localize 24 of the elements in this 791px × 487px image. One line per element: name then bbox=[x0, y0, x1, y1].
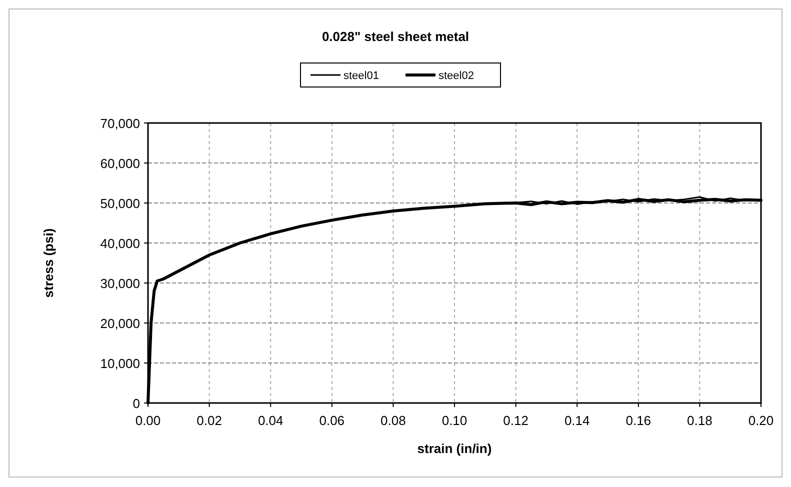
x-tick-label: 0.10 bbox=[442, 413, 468, 428]
x-axis-title: strain (in/in) bbox=[417, 441, 492, 456]
y-tick-label: 20,000 bbox=[100, 316, 140, 331]
y-tick-label: 40,000 bbox=[100, 236, 140, 251]
legend-label: steel02 bbox=[438, 70, 474, 82]
x-tick-label: 0.04 bbox=[258, 413, 284, 428]
y-tick-label: 50,000 bbox=[100, 196, 140, 211]
y-axis-title: stress (psi) bbox=[41, 228, 56, 298]
x-tick-label: 0.20 bbox=[748, 413, 774, 428]
x-tick-label: 0.08 bbox=[380, 413, 406, 428]
y-tick-label: 60,000 bbox=[100, 156, 140, 171]
x-tick-label: 0.16 bbox=[626, 413, 652, 428]
x-tick-label: 0.00 bbox=[135, 413, 161, 428]
x-tick-label: 0.18 bbox=[687, 413, 712, 428]
x-tick-label: 0.12 bbox=[503, 413, 528, 428]
x-tick-label: 0.02 bbox=[196, 413, 222, 428]
x-tick-label: 0.14 bbox=[564, 413, 590, 428]
y-tick-label: 30,000 bbox=[100, 276, 140, 291]
y-tick-label: 70,000 bbox=[100, 116, 140, 131]
chart-title: 0.028" steel sheet metal bbox=[322, 29, 470, 44]
y-tick-label: 10,000 bbox=[100, 356, 140, 371]
legend-label: steel01 bbox=[344, 70, 379, 82]
y-tick-label: 0 bbox=[132, 396, 140, 411]
x-tick-label: 0.06 bbox=[319, 413, 345, 428]
